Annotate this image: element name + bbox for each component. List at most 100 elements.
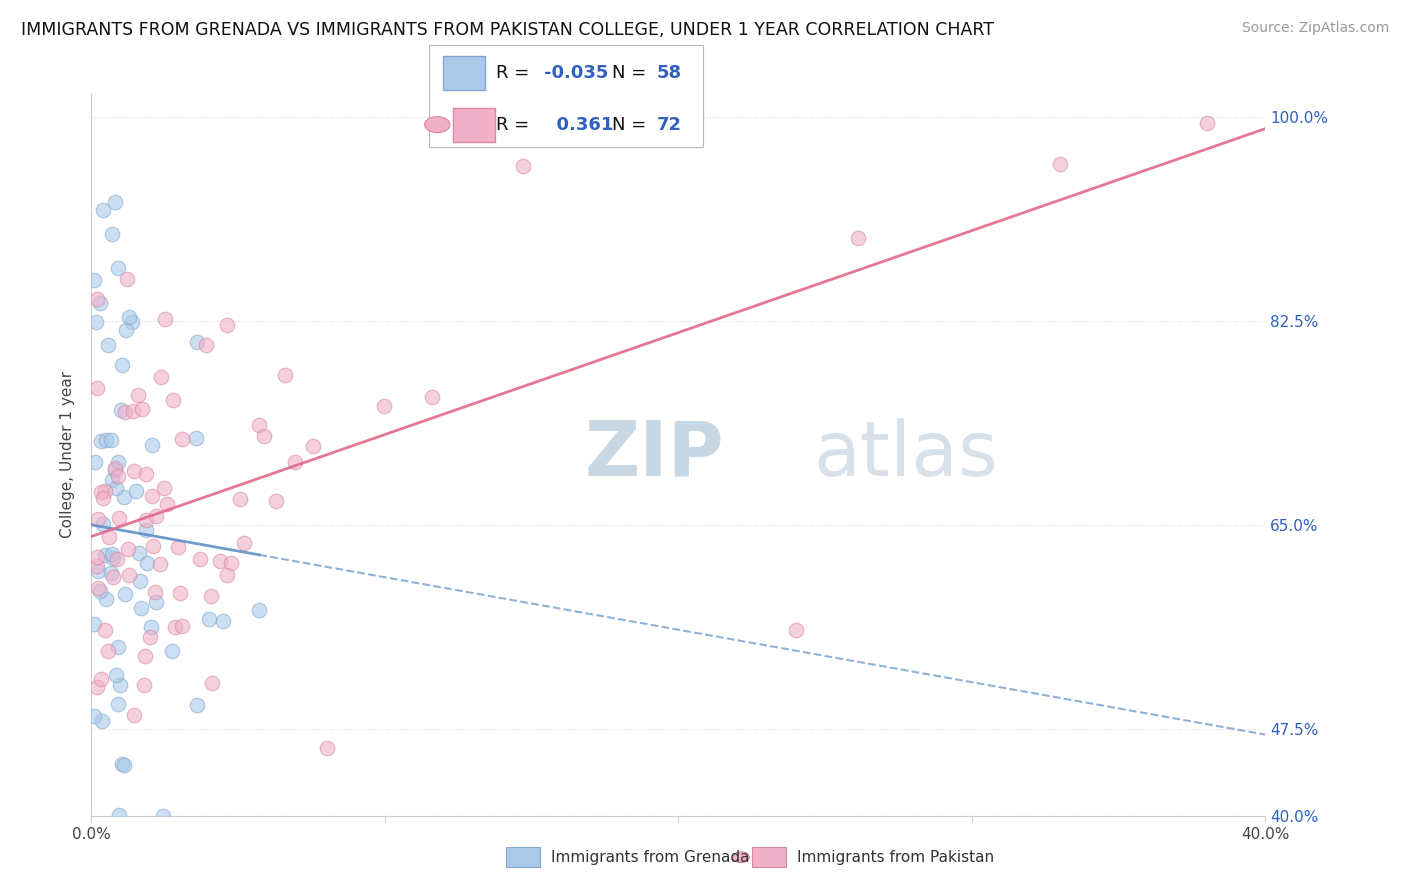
Point xyxy=(219,556,242,570)
Point xyxy=(94,623,117,637)
Point xyxy=(215,318,238,332)
Point xyxy=(145,595,167,609)
Point xyxy=(83,709,105,723)
Point xyxy=(122,464,145,478)
Point xyxy=(198,612,221,626)
Point xyxy=(118,310,141,324)
Text: IMMIGRANTS FROM GRENADA VS IMMIGRANTS FROM PAKISTAN COLLEGE, UNDER 1 YEAR CORREL: IMMIGRANTS FROM GRENADA VS IMMIGRANTS FR… xyxy=(21,21,994,38)
Point xyxy=(134,649,156,664)
Point xyxy=(149,370,172,384)
Point xyxy=(149,557,172,571)
Point xyxy=(108,511,131,525)
Point xyxy=(141,437,163,451)
Point xyxy=(86,380,108,394)
Point xyxy=(138,630,160,644)
Point xyxy=(108,807,131,822)
Point xyxy=(89,296,111,310)
Point xyxy=(135,467,157,482)
Point xyxy=(117,541,139,556)
Point xyxy=(139,620,162,634)
Text: N =: N = xyxy=(612,116,651,134)
Point xyxy=(96,592,118,607)
Point xyxy=(264,494,287,508)
Point xyxy=(101,551,124,566)
Point xyxy=(247,603,270,617)
Point xyxy=(302,438,325,452)
Point xyxy=(87,581,110,595)
Point xyxy=(111,359,134,373)
Point xyxy=(107,640,129,654)
Text: 0.361: 0.361 xyxy=(544,116,613,134)
Point xyxy=(145,508,167,523)
Point xyxy=(156,496,179,510)
Point xyxy=(273,368,295,383)
Point xyxy=(785,623,807,637)
Point xyxy=(153,312,176,326)
Point xyxy=(91,203,114,218)
Point xyxy=(373,399,395,413)
Point xyxy=(107,261,129,276)
Text: N =: N = xyxy=(612,64,651,82)
Point xyxy=(135,523,157,537)
Point xyxy=(100,566,122,580)
Point xyxy=(90,434,112,448)
Point xyxy=(83,454,105,468)
Point xyxy=(84,315,107,329)
Point xyxy=(846,231,869,245)
Point xyxy=(107,697,129,711)
Point xyxy=(127,388,149,402)
Point xyxy=(83,616,105,631)
Point xyxy=(91,714,114,728)
Point xyxy=(200,590,222,604)
Point xyxy=(117,272,139,286)
Point xyxy=(118,568,141,582)
Text: -0.035: -0.035 xyxy=(544,64,609,82)
Point xyxy=(101,473,124,487)
Point xyxy=(170,432,193,446)
Point xyxy=(97,338,120,352)
Point xyxy=(101,227,124,241)
Text: ZIP: ZIP xyxy=(585,418,724,491)
Point xyxy=(201,676,224,690)
Point xyxy=(103,461,125,475)
Point xyxy=(136,556,159,570)
Y-axis label: College, Under 1 year: College, Under 1 year xyxy=(59,371,75,539)
Point xyxy=(1195,116,1218,130)
Point xyxy=(93,491,115,505)
Point xyxy=(169,586,191,600)
Point xyxy=(94,548,117,562)
Point xyxy=(104,463,127,477)
Point xyxy=(229,491,252,506)
Text: Immigrants from Grenada: Immigrants from Grenada xyxy=(551,850,749,864)
Point xyxy=(100,433,122,447)
Point xyxy=(86,680,108,694)
Point xyxy=(194,338,217,352)
Point xyxy=(152,481,174,495)
Point xyxy=(247,417,270,432)
Point xyxy=(104,194,127,209)
Text: 72: 72 xyxy=(657,116,682,134)
Point xyxy=(122,708,145,723)
Point xyxy=(141,490,163,504)
Point xyxy=(122,404,145,418)
Point xyxy=(86,550,108,565)
Point xyxy=(91,516,114,531)
Point xyxy=(86,558,108,573)
Point xyxy=(253,429,276,443)
Point xyxy=(135,513,157,527)
Point xyxy=(188,552,211,566)
Point xyxy=(316,741,339,756)
Text: R =: R = xyxy=(496,64,536,82)
Text: Immigrants from Pakistan: Immigrants from Pakistan xyxy=(797,850,994,864)
Point xyxy=(128,546,150,560)
Point xyxy=(184,431,207,445)
Point xyxy=(101,570,124,584)
Point xyxy=(162,393,184,408)
Point xyxy=(110,403,132,417)
Point xyxy=(125,484,148,499)
Point xyxy=(108,678,131,692)
Point xyxy=(111,756,134,771)
Point xyxy=(160,644,183,658)
Point xyxy=(172,619,194,633)
Point xyxy=(512,159,534,173)
